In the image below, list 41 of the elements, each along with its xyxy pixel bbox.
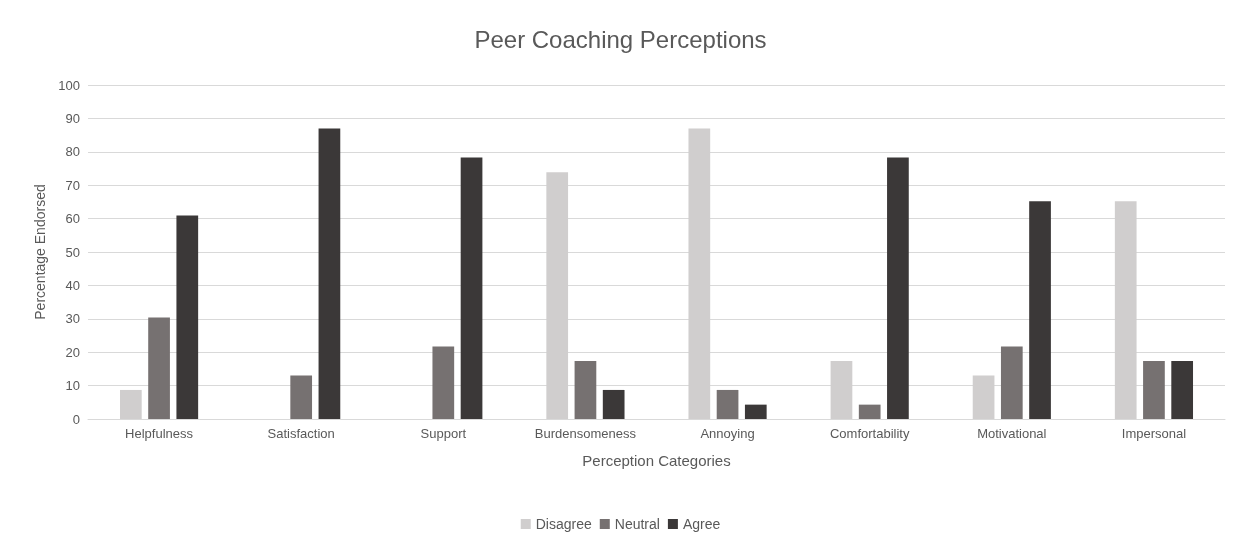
y-tick-label: 100 [58,77,80,93]
x-tick-label: Impersonal [1121,426,1187,441]
x-tick-label: Burdensomeness [534,426,637,441]
x-tick-label: Helpfulness [125,426,194,441]
bar [602,389,625,419]
y-tick-label: 90 [65,110,80,126]
y-tick-label: 20 [65,344,80,360]
bar [716,389,739,419]
bar [1143,360,1165,419]
chart-title: Peer Coaching Perceptions [474,25,767,53]
y-tick-label: 80 [65,144,80,160]
y-axis-title: Percentage Endorsed [32,184,49,320]
bar [460,157,483,419]
x-axis-title: Perception Categories [582,452,731,469]
y-tick-label: 10 [65,378,80,394]
x-tick-label: Support [420,426,467,441]
legend-label: Neutral [614,516,660,532]
bar [574,360,597,419]
bar [432,346,455,419]
bar [1029,201,1051,419]
bar [887,157,909,419]
y-tick-label: 50 [65,244,80,260]
y-tick-label: 60 [65,211,80,227]
legend-label: Agree [682,516,721,532]
legend-label: Disagree [535,516,592,532]
x-tick-label: Satisfaction [267,426,335,441]
y-tick-label: 0 [72,411,80,427]
bar [744,404,767,419]
y-tick-label: 40 [65,277,80,293]
bar [858,404,881,419]
bar [318,128,341,419]
bar [290,375,313,419]
bar [1000,346,1023,419]
bar [148,317,170,419]
bar [1171,360,1194,419]
x-tick-label: Annoying [700,426,755,441]
y-tick-label: 70 [65,177,80,193]
x-tick-label: Comfortability [829,426,910,441]
x-tick-label: Motivational [977,426,1047,441]
bar [176,215,199,419]
y-tick-label: 30 [65,311,80,327]
